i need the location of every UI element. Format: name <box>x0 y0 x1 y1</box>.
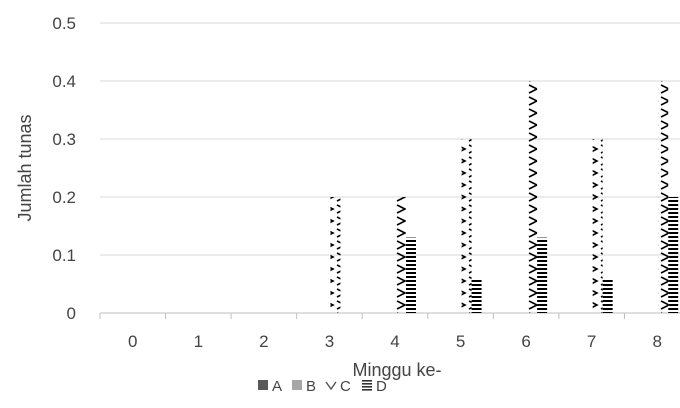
y-axis-title: Jumlah tunas <box>15 114 35 221</box>
y-tick-label: 0.2 <box>52 188 76 207</box>
legend-label: C <box>340 378 351 395</box>
bar-c <box>592 139 603 313</box>
x-tick-label: 5 <box>456 332 465 351</box>
tick-labels: 0 0.1 0.2 0.3 0.4 0.5 0 1 2 3 4 5 6 7 8 <box>52 14 662 351</box>
bar-c <box>396 197 406 313</box>
x-tick-label: 1 <box>194 332 203 351</box>
legend-swatch-c <box>325 381 337 391</box>
x-tick-label: 3 <box>325 332 334 351</box>
y-tick-label: 0 <box>67 304 76 323</box>
legend: A B C D <box>258 378 387 395</box>
bar-c <box>658 81 669 313</box>
bar-c <box>330 197 341 313</box>
gridlines <box>100 22 680 256</box>
y-tick-label: 0.3 <box>52 130 76 149</box>
legend-swatch-a <box>258 380 268 390</box>
legend-label: D <box>376 378 387 395</box>
x-tick-label: 8 <box>652 332 661 351</box>
legend-label: B <box>306 378 316 395</box>
bars <box>330 81 679 313</box>
legend-label: A <box>272 378 282 395</box>
bar-d <box>602 278 613 313</box>
y-tick-label: 0.5 <box>52 14 76 33</box>
x-tick-label: 7 <box>587 332 596 351</box>
axes <box>99 312 680 319</box>
x-tick-label: 2 <box>259 332 268 351</box>
bar-c <box>461 139 472 313</box>
legend-swatch-d <box>362 380 372 391</box>
x-axis-title: Minggu ke- <box>352 360 441 380</box>
x-tick-label: 4 <box>390 332 399 351</box>
bar-d <box>406 237 416 313</box>
bar-d <box>537 237 548 313</box>
bar-d <box>471 278 482 313</box>
x-tick-label: 6 <box>521 332 530 351</box>
bar-d <box>668 197 679 313</box>
y-tick-label: 0.1 <box>52 246 76 265</box>
y-tick-label: 0.4 <box>52 72 76 91</box>
bar-c <box>527 81 538 313</box>
x-tick-label: 0 <box>128 332 137 351</box>
legend-swatch-b <box>292 380 302 390</box>
